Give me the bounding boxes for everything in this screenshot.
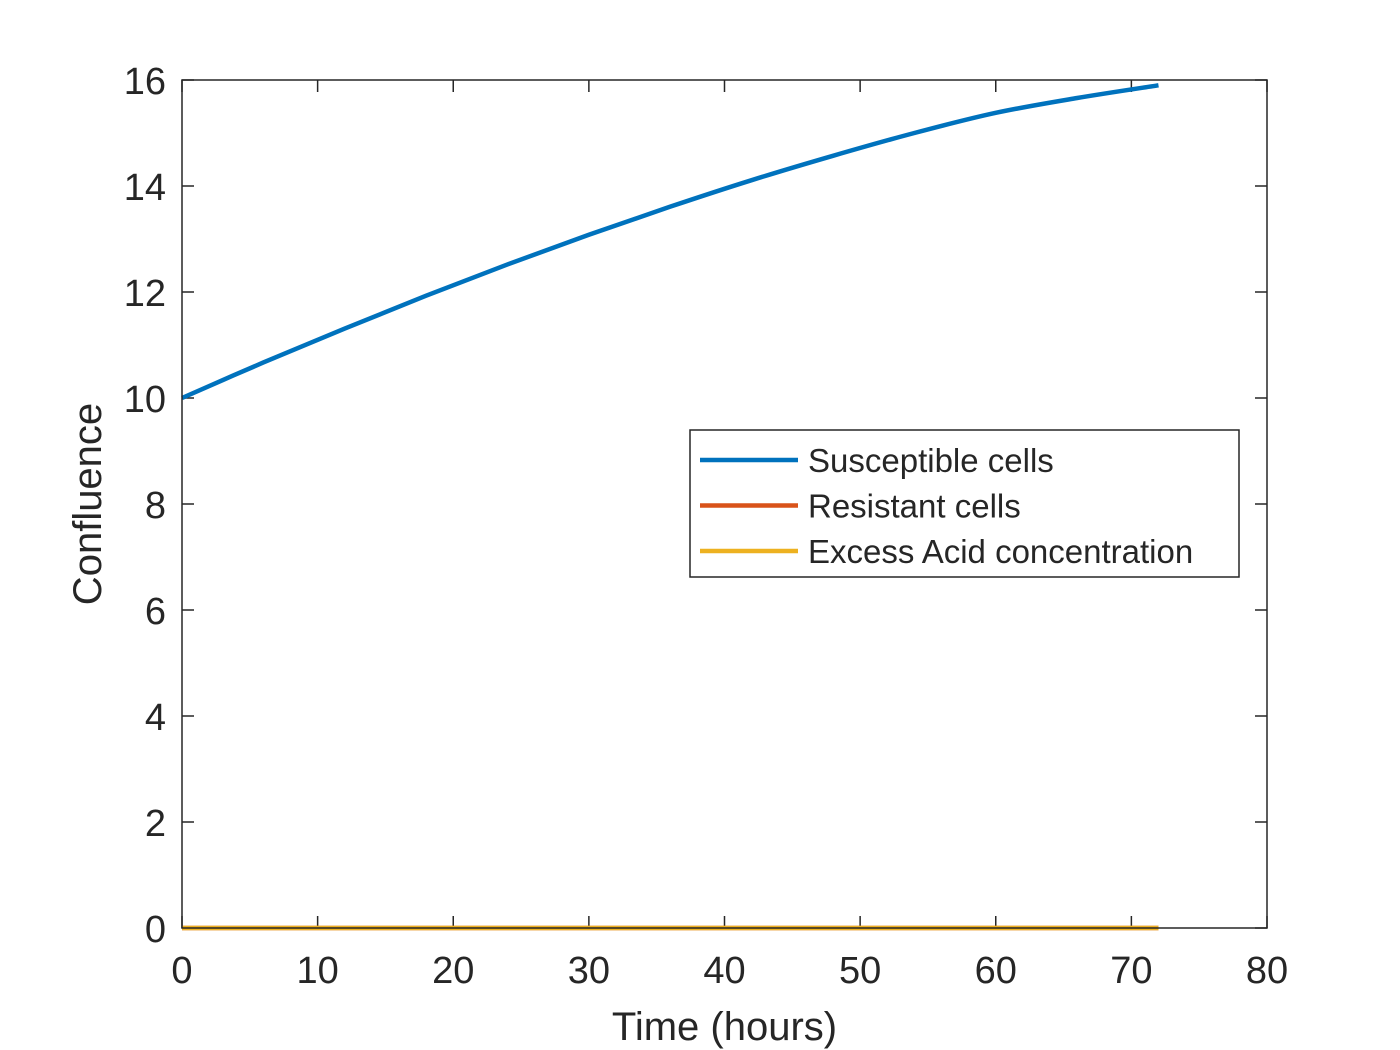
y-axis-title: Confluence <box>66 403 110 605</box>
y-tick-label: 8 <box>145 485 166 527</box>
x-tick-label: 50 <box>839 950 881 992</box>
series-line-susceptible-cells <box>181 83 1159 401</box>
x-tick-label: 10 <box>296 950 338 992</box>
y-tick-label: 4 <box>145 697 166 739</box>
y-tick-label: 16 <box>124 61 166 103</box>
y-tick-label: 14 <box>124 167 166 209</box>
legend-label-susceptible-cells: Susceptible cells <box>808 442 1054 479</box>
legend: Susceptible cells Resistant cells Excess A… <box>689 429 1240 578</box>
y-tick-label: 6 <box>145 591 166 633</box>
legend-label-resistant-cells: Resistant cells <box>808 488 1021 525</box>
x-tick-label: 60 <box>975 950 1017 992</box>
y-tick-label: 2 <box>145 803 166 845</box>
x-tick-label: 20 <box>432 950 474 992</box>
x-tick-label: 70 <box>1110 950 1152 992</box>
x-tick-label: 80 <box>1246 950 1288 992</box>
tick-labels: 0 10 20 30 40 50 60 70 80 0 2 4 6 8 10 12 14 16 <box>124 61 1288 992</box>
y-tick-label: 12 <box>124 273 166 315</box>
y-tick-label: 10 <box>124 379 166 421</box>
x-tick-label: 40 <box>703 950 745 992</box>
plot-frame <box>181 79 1268 929</box>
legend-label-excess-acid-concentration: Excess Acid concentration <box>808 533 1193 570</box>
y-tick-label: 0 <box>145 909 166 951</box>
x-tick-label: 0 <box>171 950 192 992</box>
x-axis-title: Time (hours) <box>612 1005 837 1049</box>
x-tick-label: 30 <box>568 950 610 992</box>
